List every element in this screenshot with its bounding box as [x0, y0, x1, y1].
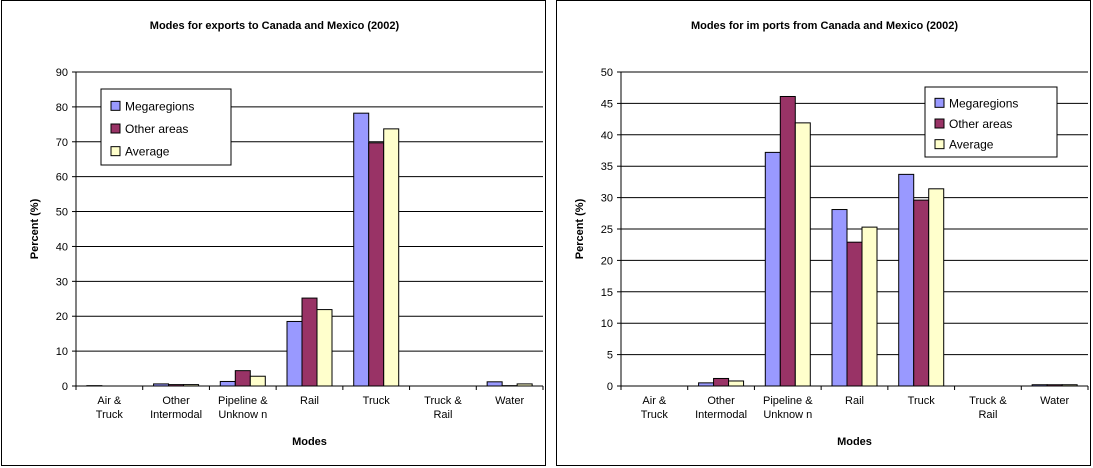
x-tick-label: Rail [978, 409, 997, 421]
bar-average [249, 375, 266, 387]
legend-swatch [110, 123, 121, 134]
y-tick-label: 10 [601, 318, 613, 330]
x-tick-label: Air & [97, 395, 122, 407]
chart-title: Modes for exports to Canada and Mexico (… [150, 20, 400, 32]
legend-label: Other areas [125, 122, 188, 136]
bar-other-areas [713, 377, 730, 387]
y-tick-label: 70 [56, 137, 68, 149]
legend-label: Average [125, 145, 170, 159]
bar-other-areas [846, 241, 863, 387]
x-tick-label: Water [1040, 395, 1069, 407]
y-tick-label: 20 [601, 255, 613, 267]
y-tick-label: 30 [56, 276, 68, 288]
y-tick-label: 50 [56, 207, 68, 219]
chart-title: Modes for im ports from Canada and Mexic… [691, 20, 958, 32]
bar-average [928, 188, 945, 387]
exports-chart-svg: Modes for exports to Canada and Mexico (… [29, 20, 544, 448]
bar-megaregions [219, 380, 236, 387]
bar-average [728, 380, 745, 387]
bar-megaregions [486, 381, 503, 387]
x-tick-label: Pipeline & [763, 395, 813, 407]
legend-label: Average [949, 138, 994, 152]
y-tick-label: 20 [56, 311, 68, 323]
x-tick-label: Unknow n [763, 409, 812, 421]
bar-average [383, 128, 400, 387]
y-tick-label: 0 [62, 381, 68, 393]
x-tick-label: Truck [641, 409, 669, 421]
legend-label: Other areas [949, 117, 1012, 131]
bar-other-areas [779, 95, 796, 387]
legend: Megaregions Other areas Average [100, 88, 232, 166]
x-tick-label: Pipeline & [218, 395, 268, 407]
x-tick-label: Rail [845, 395, 864, 407]
y-tick-label: 35 [601, 161, 613, 173]
bar-average [794, 122, 811, 387]
y-tick-label: 45 [601, 98, 613, 110]
x-tick-label: Truck [908, 395, 936, 407]
legend-swatch [934, 118, 945, 129]
y-tick-label: 30 [601, 193, 613, 205]
y-tick-label: 15 [601, 287, 613, 299]
y-tick-label: 50 [601, 67, 613, 79]
legend-swatch [934, 139, 945, 150]
legend-swatch [110, 100, 121, 111]
y-tick-label: 5 [607, 350, 613, 362]
bar-other-areas [913, 199, 930, 387]
x-tick-label: Truck & [424, 395, 462, 407]
bar-other-areas [368, 142, 385, 387]
y-tick-label: 10 [56, 346, 68, 358]
y-tick-label: 90 [56, 67, 68, 79]
legend-box [924, 86, 1058, 158]
legend-swatch [110, 146, 121, 157]
legend-swatch [934, 97, 945, 108]
y-tick-label: 40 [56, 241, 68, 253]
x-tick-label: Air & [642, 395, 667, 407]
x-tick-label: Truck [96, 409, 124, 421]
x-tick-label: Rail [300, 395, 319, 407]
chart-panel-imports: Modes for im ports from Canada and Mexic… [556, 0, 1091, 466]
x-tick-label: Unknow n [218, 409, 267, 421]
y-axis-title: Percent (%) [29, 198, 41, 259]
bar-other-areas [234, 370, 251, 387]
legend-label: Megaregions [949, 96, 1018, 110]
bar-megaregions [286, 320, 303, 387]
bar-megaregions [898, 173, 915, 387]
y-axis-title: Percent (%) [574, 198, 586, 259]
chart-panel-exports: Modes for exports to Canada and Mexico (… [1, 0, 546, 466]
bar-megaregions [764, 151, 781, 387]
x-tick-label: Intermodal [150, 409, 202, 421]
bar-average [861, 226, 878, 387]
x-tick-label: Other [162, 395, 190, 407]
legend-box [100, 88, 232, 166]
x-tick-label: Truck [363, 395, 391, 407]
bar-other-areas [301, 297, 318, 387]
y-tick-label: 0 [607, 381, 613, 393]
bar-megaregions [353, 112, 370, 387]
y-tick-label: 25 [601, 224, 613, 236]
imports-chart-svg: Modes for im ports from Canada and Mexic… [574, 20, 1089, 448]
bar-megaregions [831, 209, 848, 387]
y-tick-label: 40 [601, 130, 613, 142]
bar-average [316, 309, 333, 387]
x-axis-title: Modes [292, 436, 327, 448]
legend: Megaregions Other areas Average [924, 86, 1058, 158]
x-tick-label: Rail [433, 409, 452, 421]
x-axis-title: Modes [837, 436, 872, 448]
y-tick-label: 80 [56, 102, 68, 114]
x-tick-label: Intermodal [695, 409, 747, 421]
x-tick-label: Truck & [969, 395, 1007, 407]
y-tick-label: 60 [56, 172, 68, 184]
legend-label: Megaregions [125, 99, 194, 113]
x-tick-label: Water [495, 395, 524, 407]
x-tick-label: Other [707, 395, 735, 407]
